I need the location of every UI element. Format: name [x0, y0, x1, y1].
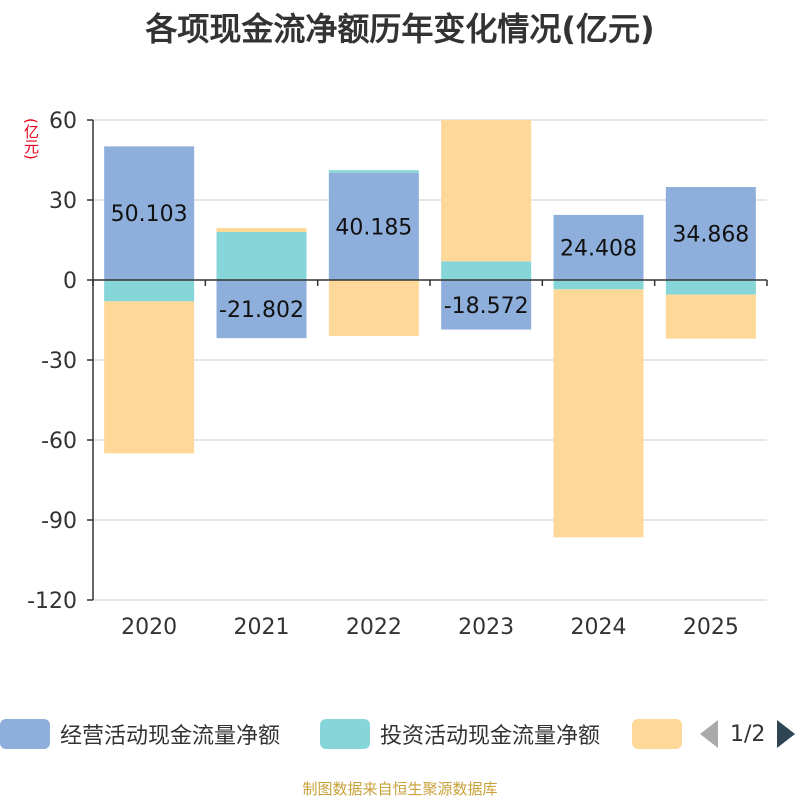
legend-swatch-operating	[0, 719, 50, 749]
bar-series0-2024	[553, 214, 644, 280]
bar-data-label-2022: 40.185	[335, 215, 412, 240]
y-axis-unit-label: (亿元)	[22, 118, 40, 160]
bar-series2-2024	[553, 289, 644, 538]
bar-series1-2025	[665, 280, 756, 295]
legend-item-financing[interactable]	[632, 718, 692, 750]
bar-data-label-2020: 50.103	[111, 202, 188, 227]
y-tick-label: -60	[41, 429, 77, 454]
bar-series0-2022	[328, 172, 419, 280]
bar-series2-2022	[328, 280, 419, 336]
bar-series2-2020	[104, 301, 195, 454]
bar-data-label-2025: 34.868	[672, 223, 749, 248]
legend-next-page-icon[interactable]	[777, 720, 796, 748]
legend-item-investing[interactable]: 投资活动现金流量净额	[320, 718, 600, 750]
y-tick-label: -90	[41, 509, 77, 534]
bar-series2-2021	[216, 228, 307, 232]
bar-series1-2023	[441, 261, 532, 280]
bar-series1-2022	[328, 170, 419, 173]
legend-label-operating: 经营活动现金流量净额	[60, 724, 281, 749]
x-tick-label-2021: 2021	[234, 615, 290, 640]
x-tick-label-2023: 2023	[458, 615, 514, 640]
bar-series2-2023	[441, 120, 532, 262]
legend-swatch-investing	[320, 719, 370, 749]
x-tick-label-2024: 2024	[571, 615, 627, 640]
chart-plot: 60 30 0 -30 -60 -90 -120 50.103 -21.802 40.185 -18…	[27, 109, 768, 640]
legend-item-operating[interactable]: 经营活动现金流量净额	[0, 718, 280, 750]
y-tick-label: -120	[27, 589, 77, 614]
x-tick-label-2025: 2025	[683, 615, 739, 640]
bar-series0-2020	[104, 146, 195, 280]
legend-prev-page-icon[interactable]	[700, 720, 718, 748]
bar-data-label-2023: -18.572	[444, 294, 529, 319]
bar-series2-2025	[665, 294, 756, 339]
legend-page-indicator: 1/2	[730, 721, 766, 747]
data-source-note: 制图数据来自恒生聚源数据库	[302, 780, 498, 798]
y-tick-label: 30	[49, 189, 77, 214]
legend-label-investing: 投资活动现金流量净额	[380, 724, 601, 749]
bar-data-label-2024: 24.408	[560, 236, 637, 261]
bar-series1-2024	[553, 280, 644, 290]
bar-series0-2021	[216, 280, 307, 339]
bar-series0-2023	[441, 280, 532, 330]
legend-swatch-financing	[632, 719, 682, 749]
bar-series1-2020	[104, 280, 195, 302]
y-tick-label: 0	[63, 269, 77, 294]
x-tick-label-2020: 2020	[121, 615, 177, 640]
legend-pager: 1/2	[700, 718, 796, 750]
legend: 经营活动现金流量净额 投资活动现金流量净额 1/2	[0, 712, 800, 756]
bar-series0-2025	[665, 187, 756, 280]
y-tick-label: 60	[49, 109, 77, 134]
bar-series1-2021	[216, 232, 307, 280]
x-tick-label-2022: 2022	[346, 615, 402, 640]
chart-title: 各项现金流净额历年变化情况(亿元)	[145, 10, 655, 48]
y-tick-label: -30	[41, 349, 77, 374]
bar-data-label-2021: -21.802	[219, 298, 304, 323]
